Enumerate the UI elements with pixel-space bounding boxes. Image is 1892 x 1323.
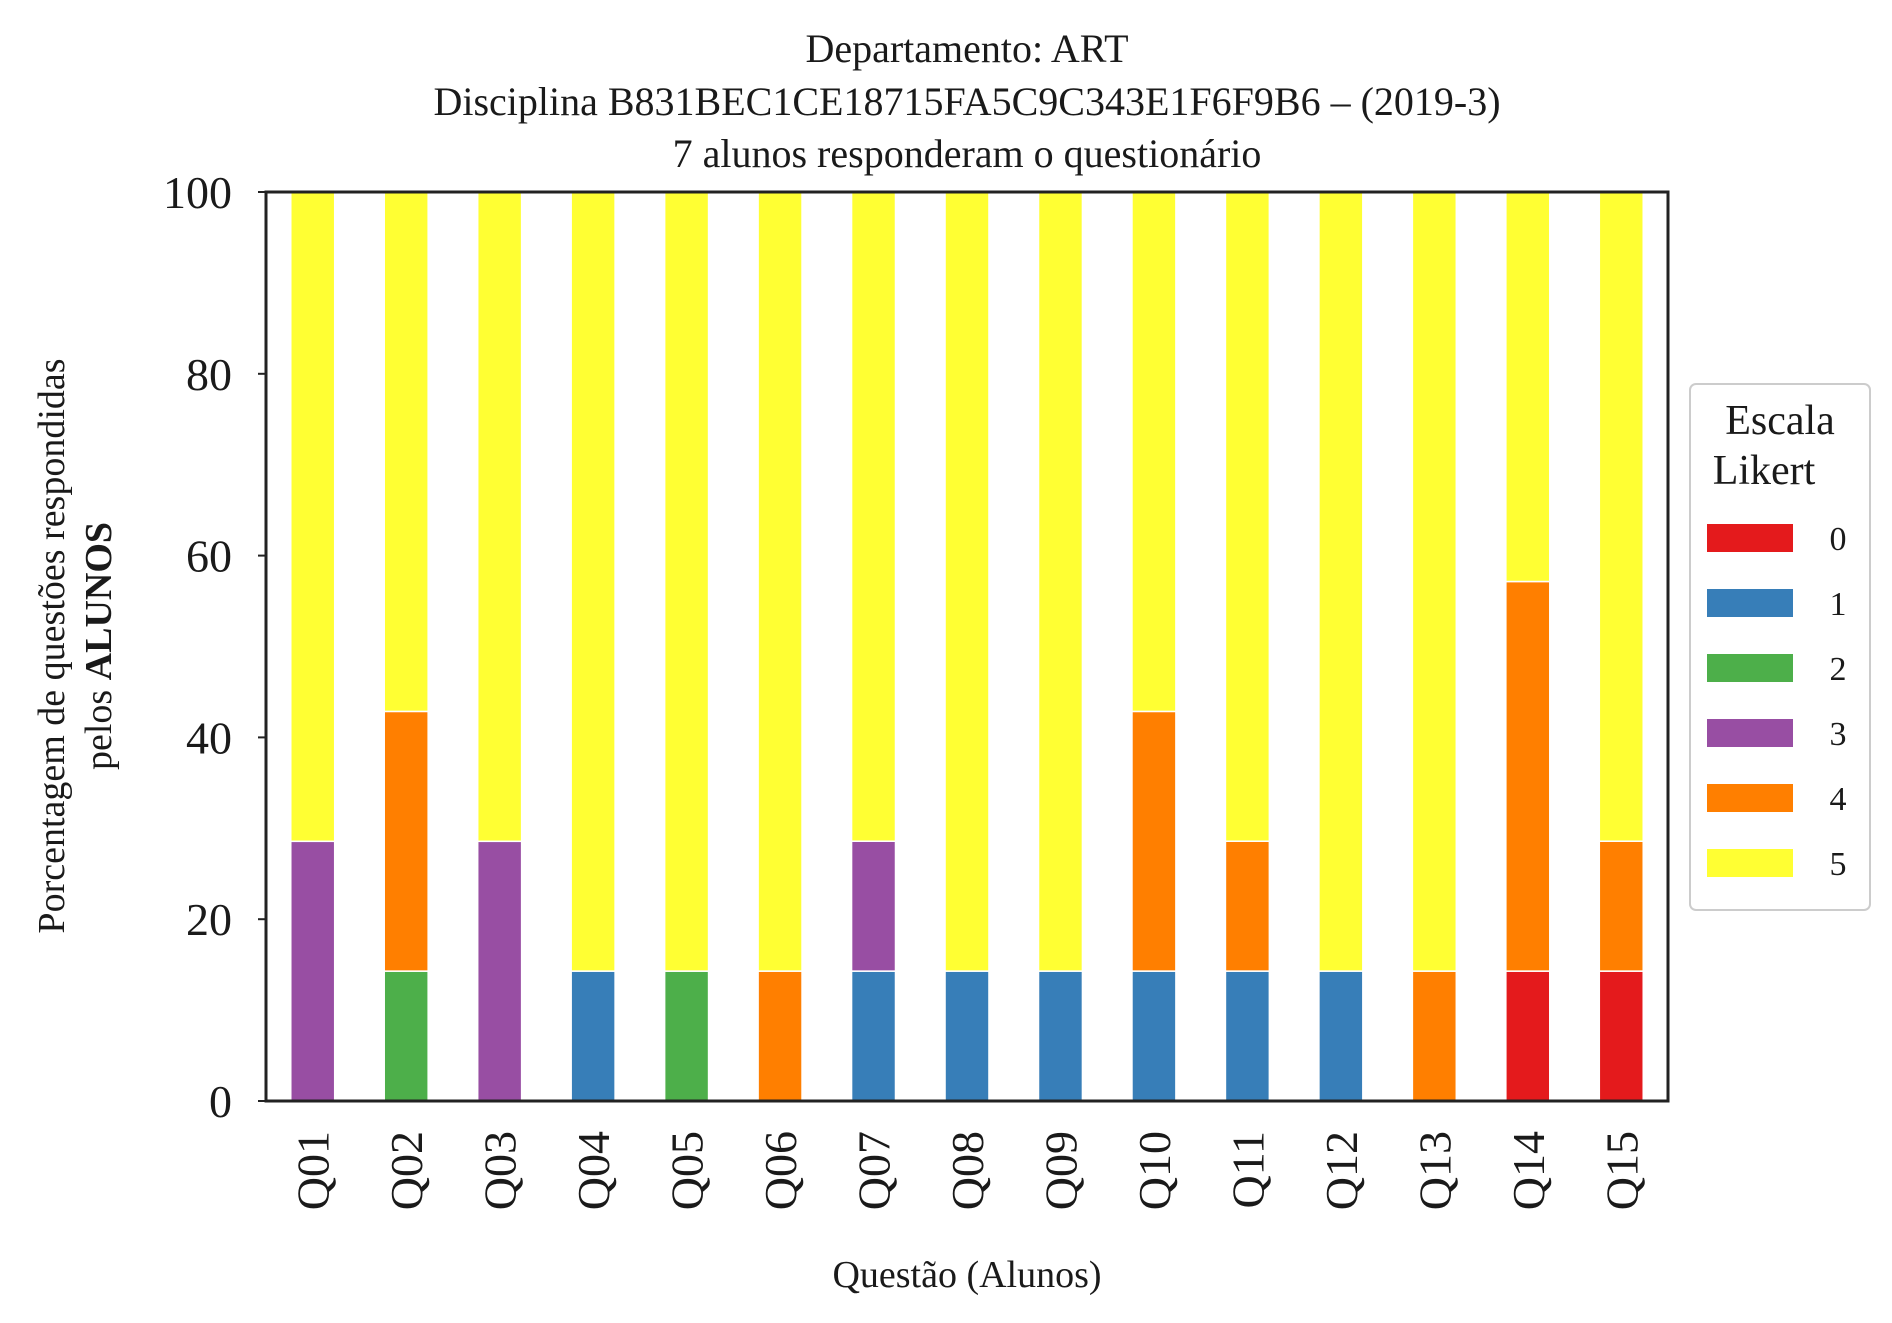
x-axis-ticks: Q01 Q02 Q03 Q04 Q05 Q06 Q07 Q08 Q09 Q10 Q11 Q12 Q13 Q… bbox=[288, 1131, 1648, 1210]
y-axis-label-bold: ALUNOS bbox=[78, 522, 120, 680]
legend-swatch-3 bbox=[1707, 719, 1793, 747]
bar-segment-q03-likert-5 bbox=[476, 191, 523, 843]
bar-segment-q04-likert-1 bbox=[570, 970, 616, 1102]
legend-items: 0 1 2 3 4 5 bbox=[1707, 521, 1847, 883]
bar-segment-q01-likert-3 bbox=[290, 840, 336, 1102]
x-tick-label-q06: Q06 bbox=[755, 1131, 806, 1210]
bar-segment-q08-likert-1 bbox=[944, 970, 990, 1102]
x-tick-label-q11: Q11 bbox=[1222, 1131, 1273, 1209]
bar-segment-q15-likert-0 bbox=[1598, 970, 1644, 1102]
bar-segment-q14-likert-0 bbox=[1505, 970, 1551, 1102]
bar-segment-q11-likert-1 bbox=[1224, 970, 1271, 1102]
bar-segment-q14-likert-5 bbox=[1505, 191, 1551, 583]
y-axis-ticks: 0 20 40 60 80 100 bbox=[163, 167, 266, 1127]
bar-segment-q10-likert-5 bbox=[1131, 191, 1177, 713]
x-tick-label-q14: Q14 bbox=[1503, 1131, 1554, 1210]
bar-segment-q02-likert-2 bbox=[383, 970, 429, 1102]
legend-swatch-4 bbox=[1707, 784, 1793, 812]
legend-title-line-1: Escala bbox=[1725, 398, 1835, 444]
x-tick-label-q04: Q04 bbox=[568, 1131, 619, 1210]
bar-segment-q12-likert-5 bbox=[1318, 191, 1364, 972]
bar-segment-q13-likert-5 bbox=[1411, 191, 1458, 972]
x-tick-label-q02: Q02 bbox=[381, 1131, 432, 1210]
bar-segment-q02-likert-5 bbox=[383, 191, 429, 713]
y-axis-label-prefix: pelos bbox=[78, 680, 120, 770]
bar-segment-q11-likert-5 bbox=[1224, 191, 1271, 842]
bar-segment-q14-likert-4 bbox=[1505, 580, 1551, 972]
chart-title-line-3: 7 alunos responderam o questionário bbox=[673, 131, 1262, 176]
x-axis-label: Questão (Alunos) bbox=[832, 1254, 1101, 1296]
legend-title-line-2: Likert bbox=[1713, 448, 1816, 494]
legend-box bbox=[1689, 383, 1871, 911]
y-tick-label: 20 bbox=[186, 894, 232, 945]
y-tick-label: 60 bbox=[186, 531, 232, 582]
legend-label-3: 3 bbox=[1830, 716, 1847, 753]
bar-segment-q05-likert-2 bbox=[663, 970, 710, 1102]
bar-segment-q13-likert-4 bbox=[1411, 970, 1458, 1102]
bar-segment-q06-likert-5 bbox=[757, 191, 803, 972]
bar-segment-q07-likert-1 bbox=[850, 970, 897, 1102]
bar-segment-q15-likert-4 bbox=[1598, 840, 1644, 972]
y-axis-label-line-2: pelos ALUNOS bbox=[78, 522, 120, 770]
x-tick-label-q09: Q09 bbox=[1035, 1131, 1086, 1210]
plot-frame bbox=[264, 190, 1670, 1103]
chart-title-line-2: Disciplina B831BEC1CE18715FA5C9C343E1F6F… bbox=[433, 79, 1500, 124]
bar-segment-q06-likert-4 bbox=[757, 970, 803, 1102]
bar-segment-q02-likert-4 bbox=[383, 710, 429, 972]
x-tick-label-q10: Q10 bbox=[1129, 1131, 1180, 1210]
legend: Escala Likert 0 1 2 3 4 5 bbox=[1689, 383, 1871, 911]
y-tick-label: 40 bbox=[186, 712, 232, 763]
bar-segment-q15-likert-5 bbox=[1598, 191, 1644, 842]
bar-segment-q04-likert-5 bbox=[570, 191, 616, 972]
bar-segment-q07-likert-5 bbox=[850, 191, 897, 842]
legend-label-1: 1 bbox=[1830, 586, 1847, 623]
x-tick-label-q07: Q07 bbox=[849, 1131, 900, 1210]
bar-segment-q05-likert-5 bbox=[663, 191, 710, 972]
bar-segment-q09-likert-1 bbox=[1037, 970, 1084, 1102]
legend-swatch-1 bbox=[1707, 589, 1793, 617]
legend-swatch-2 bbox=[1707, 654, 1793, 682]
bar-segment-q09-likert-5 bbox=[1037, 191, 1084, 972]
bar-segment-q10-likert-1 bbox=[1131, 970, 1177, 1102]
bar-segment-q07-likert-3 bbox=[850, 840, 897, 972]
bars-layer bbox=[290, 191, 1644, 1102]
x-tick-label-q13: Q13 bbox=[1409, 1131, 1460, 1210]
bar-segment-q03-likert-3 bbox=[476, 840, 523, 1102]
bar-segment-q10-likert-4 bbox=[1131, 710, 1177, 972]
bar-segment-q08-likert-5 bbox=[944, 191, 990, 972]
y-tick-label: 0 bbox=[209, 1076, 232, 1127]
x-tick-label-q05: Q05 bbox=[662, 1131, 713, 1210]
y-tick-label: 80 bbox=[186, 349, 232, 400]
y-axis-label-line-1: Porcentagem de questões respondidas bbox=[31, 358, 73, 933]
legend-label-5: 5 bbox=[1830, 846, 1847, 883]
bar-segment-q01-likert-5 bbox=[290, 191, 336, 843]
x-tick-label-q01: Q01 bbox=[288, 1131, 339, 1210]
x-tick-label-q15: Q15 bbox=[1596, 1131, 1647, 1210]
x-tick-label-q08: Q08 bbox=[942, 1131, 993, 1210]
y-tick-label: 100 bbox=[163, 167, 232, 218]
chart-title-line-1: Departamento: ART bbox=[805, 26, 1128, 71]
x-tick-label-q12: Q12 bbox=[1316, 1131, 1367, 1210]
x-tick-label-q03: Q03 bbox=[475, 1131, 526, 1210]
bar-segment-q12-likert-1 bbox=[1318, 970, 1364, 1102]
legend-label-2: 2 bbox=[1830, 651, 1847, 688]
legend-swatch-5 bbox=[1707, 849, 1793, 877]
legend-swatch-0 bbox=[1707, 524, 1793, 552]
legend-label-0: 0 bbox=[1830, 521, 1847, 558]
legend-label-4: 4 bbox=[1830, 781, 1847, 818]
bar-segment-q11-likert-4 bbox=[1224, 840, 1271, 972]
